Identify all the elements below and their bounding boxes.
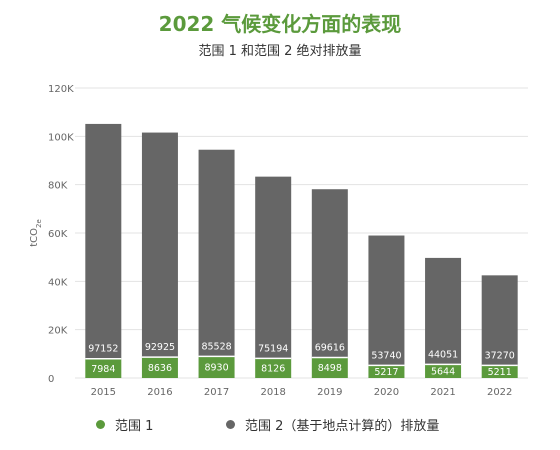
bar-scope2-2021 (425, 257, 462, 365)
bar-scope1-2017 (198, 356, 235, 378)
bar-scope2-2015 (85, 123, 122, 359)
bar-scope1-2015 (85, 358, 122, 378)
bar-scope1-2018 (255, 358, 292, 378)
bar-scope1-2019 (311, 357, 348, 378)
x-tick-label: 2018 (260, 387, 285, 398)
legend-item-scope2: 范围 2（基于地点计算的）排放量 (226, 415, 440, 434)
legend-label-scope2: 范围 2（基于地点计算的）排放量 (245, 418, 440, 434)
bar-scope2-2020 (368, 235, 405, 366)
legend-swatch-scope2 (226, 419, 235, 429)
x-tick-label: 2015 (91, 387, 116, 398)
y-axis-label: tCO2e (29, 219, 43, 247)
data-label-scope1: 8930 (204, 363, 228, 374)
x-tick-label: 2019 (317, 387, 342, 398)
bar-scope2-2017 (198, 149, 235, 357)
legend-swatch-scope1 (96, 419, 105, 429)
data-label-scope2: 53740 (371, 350, 401, 361)
data-label-scope2: 69616 (315, 342, 345, 353)
chart-subtitle: 范围 1 和范围 2 绝对排放量 (198, 44, 362, 59)
data-label-scope1: 5217 (374, 367, 398, 378)
bar-scope2-2022 (481, 275, 518, 366)
bar-scope2-2019 (311, 189, 348, 358)
y-tick-label: 40K (48, 277, 68, 288)
data-label-scope1: 8636 (148, 363, 172, 374)
x-tick-label: 2020 (374, 387, 399, 398)
data-label-scope1: 5644 (431, 367, 455, 378)
data-label-scope1: 7984 (91, 364, 115, 375)
bar-scope1-2021 (425, 364, 462, 378)
data-label-scope2: 97152 (88, 344, 118, 355)
bar-scope1-2020 (368, 365, 405, 378)
chart-title: 2022 气候变化方面的表现 (158, 12, 402, 36)
x-tick-label: 2021 (430, 387, 455, 398)
y-tick-label: 20K (48, 326, 68, 337)
y-tick-label: 100K (48, 132, 74, 143)
data-label-scope2: 37270 (485, 350, 515, 361)
legend-item-scope1: 范围 1 (96, 415, 154, 434)
bar-scope2-2016 (141, 132, 178, 358)
y-tick-label: 80K (48, 181, 68, 192)
data-label-scope1: 8498 (318, 363, 342, 374)
y-tick-label: 0 (48, 374, 54, 385)
data-label-scope1: 5211 (488, 367, 512, 378)
data-label-scope1: 8126 (261, 364, 285, 375)
bar-scope1-2016 (141, 357, 178, 378)
legend-label-scope1: 范围 1 (115, 418, 154, 434)
y-tick-label: 120K (48, 84, 74, 95)
data-label-scope2: 92925 (145, 342, 175, 353)
chart-plot-area: 0 20K 40K 60K 80K 100K 120K tCO2e 97152 7984 2015 9… (29, 84, 528, 398)
x-tick-label: 2022 (487, 387, 512, 398)
x-tick-label: 2017 (204, 387, 229, 398)
data-label-scope2: 44051 (428, 349, 458, 360)
y-tick-label: 60K (48, 229, 68, 240)
x-tick-label: 2016 (147, 387, 172, 398)
data-label-scope2: 75194 (258, 343, 288, 354)
bar-scope2-2018 (255, 176, 292, 359)
bar-scope1-2022 (481, 365, 518, 378)
data-label-scope2: 85528 (201, 341, 231, 352)
